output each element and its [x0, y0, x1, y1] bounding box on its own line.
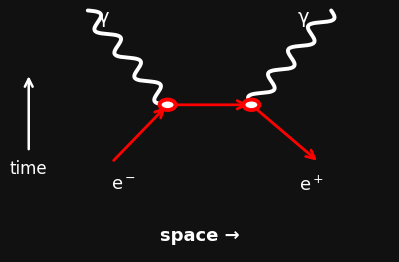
Circle shape: [243, 100, 259, 110]
Text: γ: γ: [298, 8, 309, 27]
Circle shape: [160, 100, 176, 110]
Text: e$^-$: e$^-$: [111, 176, 136, 194]
Text: γ: γ: [98, 8, 109, 27]
Text: time: time: [10, 160, 47, 178]
Text: space →: space →: [160, 227, 239, 245]
Text: e$^+$: e$^+$: [299, 176, 324, 195]
